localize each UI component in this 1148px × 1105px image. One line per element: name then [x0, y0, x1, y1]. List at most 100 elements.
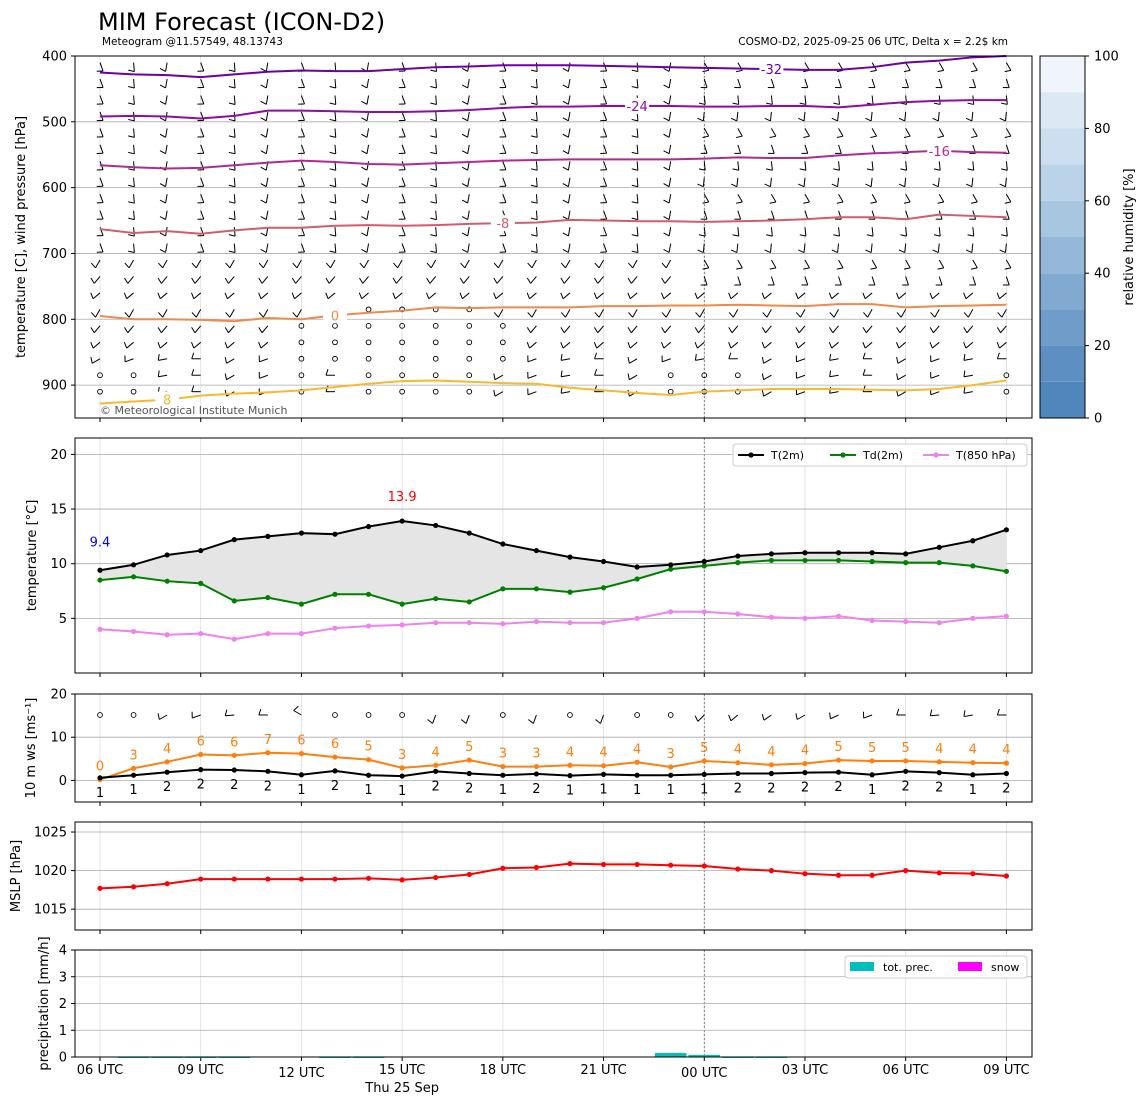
- td2m-point: [399, 601, 405, 607]
- mslp-point: [869, 872, 875, 878]
- wind-barb-flag: [627, 327, 632, 334]
- t2m-point: [835, 550, 842, 556]
- td2m-point: [433, 596, 439, 602]
- wind-gust-label: 4: [599, 746, 607, 761]
- wind-barb: [200, 194, 205, 203]
- wind-barb-flag: [228, 217, 236, 221]
- wind-barb: [229, 309, 235, 318]
- wind-barb-flag: [932, 183, 939, 188]
- wind-barb-flag: [996, 342, 1000, 349]
- wind-barb: [665, 309, 672, 318]
- wind-barb-flag: [260, 183, 267, 188]
- wind-barb: [838, 128, 844, 137]
- wind-min-label: 2: [432, 779, 440, 794]
- wind-barb-flag: [157, 713, 160, 720]
- wind-barb-flag: [769, 135, 777, 138]
- wind-barb: [162, 309, 168, 318]
- wind-barb: [897, 391, 906, 397]
- wind-barb-flag: [530, 151, 538, 155]
- wind-barb-flag: [937, 201, 944, 204]
- wind-barb-flag: [530, 234, 538, 237]
- wind-barb: [567, 194, 571, 204]
- mslp-frame: [74, 821, 1033, 931]
- wind-barb-flag: [697, 183, 704, 188]
- wind-barb-flag: [971, 135, 978, 138]
- wind-barb-flag: [627, 277, 632, 284]
- td2m-point: [835, 557, 842, 564]
- wind-barb-flag: [766, 234, 773, 237]
- wind-barb-flag: [728, 292, 732, 299]
- wind-barb: [95, 309, 101, 318]
- wind-barb: [829, 391, 839, 394]
- wind-barb-flag: [1004, 267, 1011, 270]
- wind-barb: [432, 714, 437, 724]
- td2m-point: [130, 574, 137, 580]
- wind-min-point: [668, 772, 674, 778]
- wind-barb: [467, 95, 470, 105]
- wind-barb-flag: [702, 201, 709, 204]
- calm-marker: [466, 339, 473, 346]
- wind-barb: [830, 714, 839, 720]
- wind-barb-flag: [159, 67, 166, 72]
- wind-mean-point: [835, 757, 842, 763]
- wind-barb-flag: [702, 267, 709, 270]
- wind-barb-flag: [829, 312, 835, 318]
- wind-barb-flag: [898, 117, 905, 122]
- wind-barb: [265, 95, 269, 105]
- wind-barb: [495, 292, 504, 300]
- wind-barb-flag: [228, 69, 236, 73]
- wind-barb-flag: [128, 118, 135, 122]
- wind-barb: [334, 78, 337, 89]
- wind-min-line: [99, 768, 1007, 779]
- mslp-point: [936, 870, 942, 876]
- wind-barb: [636, 161, 639, 171]
- wind-barb-flag: [228, 118, 236, 122]
- wind-barb: [938, 78, 943, 88]
- wind-barb-flag: [764, 183, 771, 188]
- wind-barb: [770, 259, 777, 269]
- wind-barb-flag: [833, 168, 840, 171]
- x-tick-label: 21 UTC: [580, 1063, 626, 1078]
- t850-point: [600, 620, 607, 626]
- wind-barb: [905, 62, 911, 71]
- wind-barb-flag: [124, 262, 130, 269]
- wind-barb-flag: [530, 250, 538, 254]
- wind-barb-flag: [527, 312, 533, 318]
- wind-barb: [260, 292, 269, 300]
- wind-barb: [496, 276, 504, 284]
- wind-barb: [972, 259, 978, 269]
- calm-marker: [365, 372, 372, 379]
- wind-barb-flag: [999, 249, 1006, 253]
- wind-barb-flag: [159, 133, 166, 138]
- t850-point: [198, 631, 204, 637]
- wind-barb-flag: [128, 168, 135, 171]
- wind-barb: [770, 128, 777, 137]
- t2m-point: [903, 551, 909, 557]
- wind-barb: [838, 193, 844, 203]
- wind-barb-flag: [493, 373, 496, 380]
- wind-barb: [766, 309, 772, 318]
- wind-mean-point: [365, 757, 372, 763]
- wind-barb-flag: [128, 151, 135, 155]
- wind-barb-flag: [461, 150, 468, 155]
- wind-barb-flag: [736, 135, 743, 138]
- wind-barb-flag: [761, 389, 765, 397]
- y-tick-label: 1015: [34, 903, 67, 918]
- wind-barb-flag: [260, 100, 267, 105]
- wind-barb: [668, 177, 672, 187]
- calm-marker: [1003, 388, 1010, 395]
- wind-barb: [664, 276, 672, 284]
- wind-barb: [871, 128, 878, 137]
- wind-barb: [769, 243, 772, 253]
- wind-barb: [703, 62, 710, 71]
- wind-barb: [871, 193, 878, 203]
- wind-barb: [965, 292, 974, 300]
- wind-barb: [596, 292, 604, 300]
- wind-barb: [535, 111, 538, 121]
- wind-barb: [905, 259, 911, 269]
- wind-barb: [598, 309, 604, 318]
- mslp-point: [500, 865, 506, 871]
- mslp-point: [835, 872, 842, 878]
- wind-barb: [366, 161, 370, 171]
- wind-barb: [165, 194, 168, 204]
